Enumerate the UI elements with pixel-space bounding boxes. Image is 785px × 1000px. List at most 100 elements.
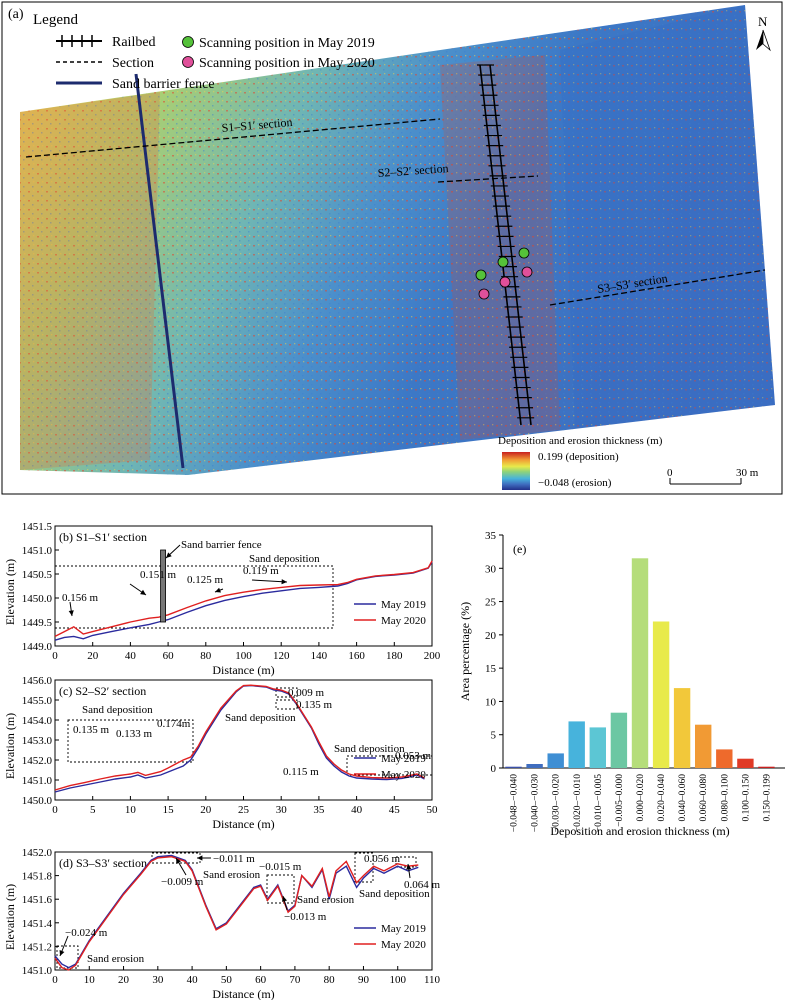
annotation-box (395, 856, 417, 868)
annotation-box (54, 565, 334, 629)
annotation-arrow (251, 579, 288, 583)
x-tick-label: −0.030–−0.020 (552, 774, 562, 832)
x-axis-label: Distance (m) (212, 987, 274, 1000)
histogram-bar (652, 621, 670, 768)
x-tick-label: 20 (87, 650, 99, 662)
y-tick-label: 1456.0 (22, 675, 53, 687)
x-tick-label: 15 (163, 804, 175, 816)
x-tick-label: −0.048–−0.040 (510, 774, 520, 832)
colorbar-max-label: 0.199 (deposition) (538, 451, 619, 463)
panel-title: (c) S2–S2′ section (59, 684, 146, 698)
y-axis-label: Elevation (m) (3, 559, 17, 625)
x-tick-label: 0.080–0.100 (720, 774, 730, 822)
scan-2019-marker (475, 269, 487, 281)
x-tick-label: 20 (200, 804, 212, 816)
x-tick-label: 140 (311, 650, 328, 662)
scan-2020-marker (478, 288, 490, 300)
y-tick-label: 1451.8 (22, 871, 53, 883)
scan-2020-marker (499, 276, 511, 288)
north-label: N (758, 14, 768, 29)
x-tick-label: 50 (427, 804, 439, 816)
legend-label: May 2020 (381, 615, 426, 627)
y-tick-label: 1452.0 (22, 755, 53, 767)
legend-label: May 2020 (381, 939, 426, 951)
x-tick-label: 0.150–0.199 (762, 774, 772, 822)
legend-label: May 2019 (381, 753, 426, 765)
legend-railbed-symbol (56, 35, 102, 47)
annotation-label: 0.064 m (404, 879, 441, 891)
annotation-label: −0.015 m (259, 861, 302, 873)
histogram-bar (716, 749, 733, 768)
legend-fence-label: Sand barrier fence (112, 77, 215, 92)
series-line-may-2020 (54, 684, 425, 791)
x-tick-label: 120 (273, 650, 290, 662)
x-tick-label: −0.020–−0.010 (573, 774, 583, 832)
section-s3-line (549, 269, 766, 306)
legend-label: May 2019 (381, 599, 426, 611)
annotation-label: −0.011 m (213, 853, 255, 865)
annotation-label: −0.013 m (284, 911, 327, 923)
annotation-label: 0.125 m (187, 574, 224, 586)
y-tick-label: 1451.4 (22, 918, 53, 930)
scale-bar-length: 30 m (736, 467, 759, 479)
y-tick-label: 1451.6 (22, 894, 53, 906)
annotation-label: Sand deposition (359, 888, 430, 900)
map-speckle (20, 5, 775, 475)
x-tick-label: 0 (52, 650, 58, 662)
y-tick-label: 1451.0 (22, 775, 53, 787)
x-tick-label: 160 (348, 650, 365, 662)
legend-scan-2019-symbol (182, 36, 194, 48)
annotation-label: Sand deposition (249, 553, 320, 565)
x-tick-label: 10 (84, 974, 96, 986)
annotation-arrowhead (59, 950, 65, 956)
y-tick-label: 1453.0 (22, 735, 53, 747)
x-axis-label: Distance (m) (212, 817, 274, 831)
annotation-label: −0.024 m (65, 927, 108, 939)
y-tick-label: 35 (485, 530, 497, 542)
y-axis-label: Area percentage (%) (458, 602, 472, 701)
annotation-label: 0.119 m (243, 565, 279, 577)
annotation-label: 0.174m (157, 718, 191, 730)
annotation-label: Sand deposition (334, 743, 405, 755)
series-line-may-2020 (54, 855, 419, 971)
y-tick-label: 30 (485, 563, 497, 575)
panel-d-s3-chart: 0 10 20 30 40 50 60 70 80 90 100 110 1451.0 1451.2 145… (3, 847, 441, 1000)
x-tick-label: 5 (90, 804, 96, 816)
x-tick-label: −0.010–−0.005 (594, 774, 604, 832)
x-tick-label: 30 (276, 804, 288, 816)
annotation-label: Sand erosion (203, 869, 261, 881)
x-tick-label: 30 (152, 974, 164, 986)
annotation-arrowhead (176, 858, 181, 864)
series-line-may-2020 (54, 560, 433, 638)
panel-a-label: (a) (8, 7, 24, 22)
y-axis-label: Elevation (m) (3, 884, 17, 950)
y-tick-label: 1452.0 (22, 847, 53, 859)
annotation-label: 0.133 m (116, 728, 153, 740)
legend-railbed-label: Railbed (112, 35, 156, 50)
railbed-line (477, 64, 535, 426)
annotation-box (67, 719, 194, 763)
y-tick-label: 1450.0 (22, 593, 53, 605)
y-tick-label: 15 (485, 663, 497, 675)
annotation-label: Sand deposition (225, 712, 296, 724)
y-tick-label: 0 (491, 763, 497, 775)
x-tick-label: 110 (424, 974, 441, 986)
x-tick-label: 25 (238, 804, 250, 816)
x-tick-label: 60 (163, 650, 175, 662)
x-tick-label: 20 (118, 974, 130, 986)
panel-e-histogram: 0 5 10 15 20 25 30 35 Area percentage (%) Deposit… (458, 530, 785, 838)
annotation-label: Sand erosion (297, 894, 355, 906)
annotation-label: 0.151 m (140, 569, 177, 581)
legend-label: May 2020 (381, 769, 426, 781)
section-s1-line (25, 118, 441, 158)
x-tick-label: 0.100–0.150 (741, 774, 751, 822)
annotation-arrowhead (68, 610, 74, 616)
x-tick-label: 0 (52, 804, 58, 816)
x-tick-label: 90 (358, 974, 370, 986)
y-tick-label: 1449.5 (22, 617, 53, 629)
section-s1-label: S1–S1′ section (221, 115, 293, 135)
x-tick-label: 80 (200, 650, 212, 662)
histogram-bar (758, 766, 775, 768)
x-tick-label: 0.020–0.040 (657, 774, 667, 822)
